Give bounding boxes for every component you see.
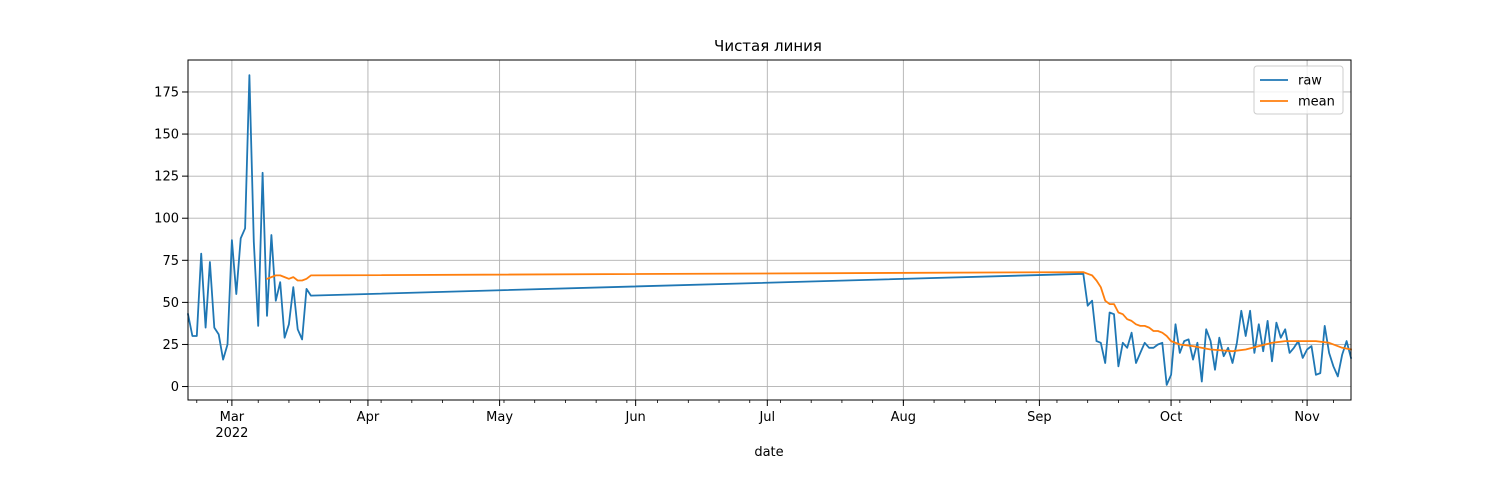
y-tick-label: 75 <box>162 254 179 269</box>
plot-frame <box>187 59 1352 401</box>
y-tick-label: 150 <box>154 128 179 143</box>
x-axis-title: date <box>754 445 783 460</box>
y-tick-label: 50 <box>162 296 179 311</box>
legend-box <box>1253 65 1344 115</box>
y-tick-label: 125 <box>154 170 179 185</box>
x-tick-label: Jun <box>624 410 645 425</box>
chart-title: Чистая линия <box>714 37 822 55</box>
series-line-raw <box>186 74 1353 386</box>
y-tick-label: 100 <box>154 212 179 227</box>
x-tick-label: Nov <box>1294 410 1320 425</box>
legend-label-mean: mean <box>1298 95 1335 110</box>
x-tick-label: Apr <box>357 410 380 425</box>
x-tick-label: Aug <box>891 410 916 425</box>
legend: raw mean <box>1253 65 1344 115</box>
x-tick-label: Mar <box>220 410 245 425</box>
y-tick-label: 0 <box>171 380 179 395</box>
y-tick-label: 175 <box>154 85 179 100</box>
x-tick-label: Oct <box>1160 410 1182 425</box>
legend-label-raw: raw <box>1298 74 1322 89</box>
y-tick-label: 25 <box>162 338 179 353</box>
x-tick-sublabel: 2022 <box>215 426 248 441</box>
series-line-mean <box>265 271 1353 353</box>
x-tick-label: Jul <box>758 410 775 425</box>
series-lines <box>186 74 1353 386</box>
x-tick-label: May <box>486 410 513 425</box>
x-tick-label: Sep <box>1027 410 1052 425</box>
